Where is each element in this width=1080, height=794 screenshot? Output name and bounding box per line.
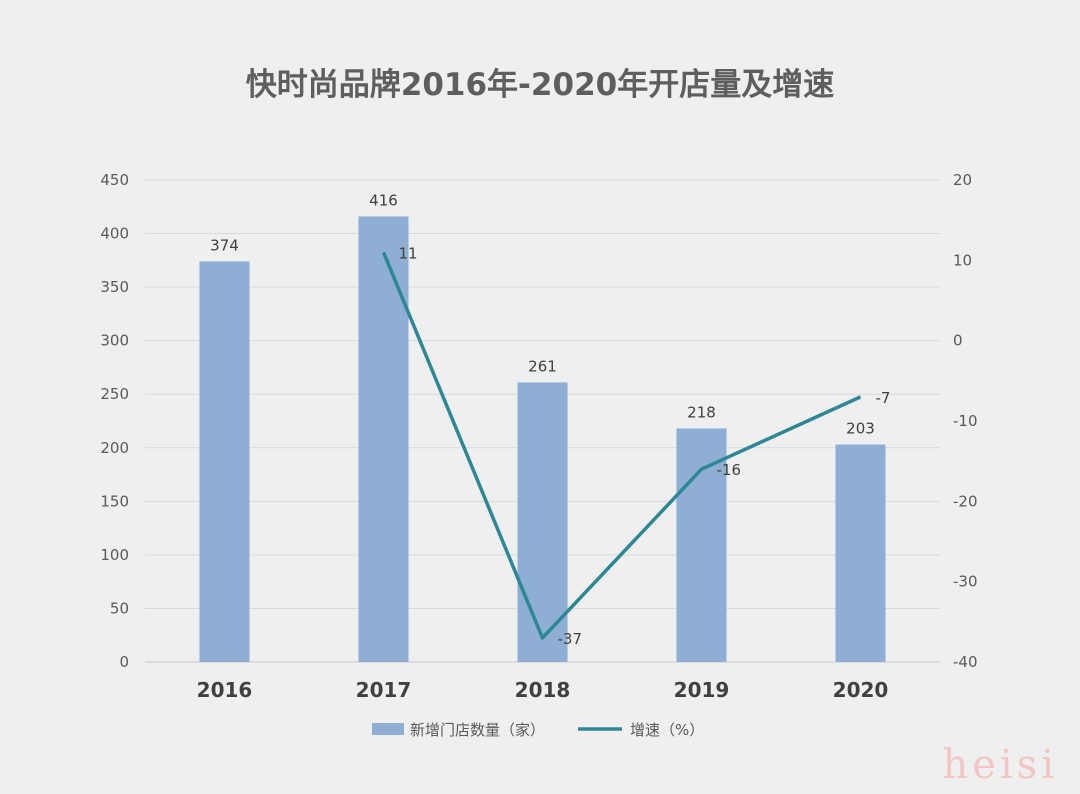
left-axis-tick-label: 0 [119,653,129,671]
growth-line [381,251,862,640]
legend: 新增门店数量（家） 增速（%） [372,721,704,739]
right-axis-ticks: -40 -30 -20 -10 0 10 20 [953,171,978,671]
bar-data-label: 203 [846,420,875,438]
bar-series: 374 416 261 218 203 [199,191,886,662]
line-data-label: -7 [876,389,891,407]
right-axis-tick-label: -40 [953,653,978,671]
bar-data-label: 218 [687,403,716,421]
right-axis-tick-label: -20 [953,492,978,510]
left-axis-tick-label: 200 [100,439,129,457]
legend-bar-swatch [372,723,404,735]
category-label: 2020 [833,678,889,702]
bar [517,382,568,662]
left-axis-tick-label: 50 [110,599,129,617]
left-axis-tick-label: 100 [100,546,129,564]
category-label: 2016 [197,678,253,702]
left-axis-tick-label: 300 [100,332,129,350]
left-axis-tick-label: 450 [100,171,129,189]
right-axis-tick-label: 20 [953,171,972,189]
line-data-label: -37 [558,630,583,648]
chart-title: 快时尚品牌2016年-2020年开店量及增速 [246,67,834,103]
legend-bar-label: 新增门店数量（家） [410,721,545,739]
right-axis-tick-label: 0 [953,332,963,350]
right-axis-tick-label: -30 [953,573,978,591]
left-axis-tick-label: 350 [100,278,129,296]
bar [358,216,409,662]
category-label: 2018 [515,678,571,702]
left-axis-tick-label: 150 [100,492,129,510]
category-label: 2017 [356,678,412,702]
bar [835,444,886,662]
line-series: 11 -37 -16 -7 [381,244,891,648]
right-axis-tick-label: 10 [953,251,972,269]
line-data-label: 11 [399,244,418,262]
bar-data-label: 374 [210,236,239,254]
legend-line-label: 增速（%） [630,721,704,739]
bar-data-label: 261 [528,357,557,375]
left-axis-tick-label: 400 [100,225,129,243]
line-data-label: -16 [717,461,742,479]
bar-data-label: 416 [369,191,398,209]
watermark: heisi [942,742,1058,788]
category-labels: 2016 2017 2018 2019 2020 [197,678,889,702]
category-label: 2019 [674,678,730,702]
right-axis-tick-label: -10 [953,412,978,430]
left-axis-ticks: 0 50 100 150 200 250 300 350 400 450 [100,171,129,671]
left-axis-tick-label: 250 [100,385,129,403]
bar [199,261,250,662]
